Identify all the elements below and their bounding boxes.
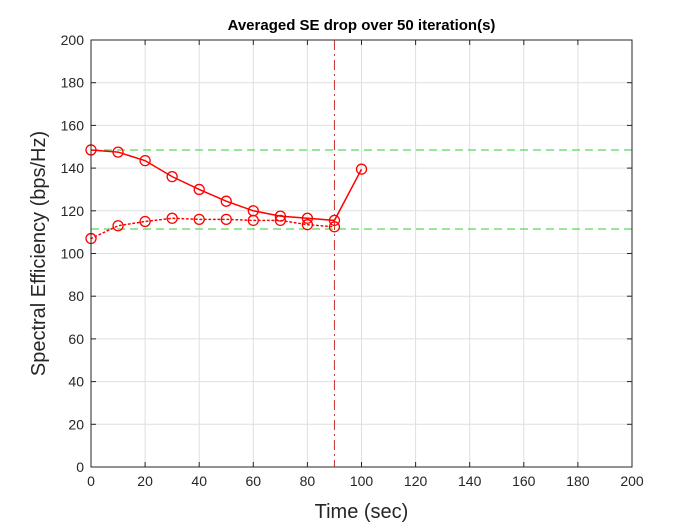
x-tick-label: 180 [566,473,590,489]
y-axis-title: Spectral Efficiency (bps/Hz) [28,131,50,376]
series-2-point [193,213,205,225]
y-tick-label: 60 [68,331,84,347]
series-2-point [247,214,259,227]
x-tick-label: 140 [458,473,482,489]
series-2-point [112,220,124,232]
series-2-point [220,213,232,225]
series-2-point [328,221,341,233]
series-2-point [301,219,314,231]
series-1-point [301,212,314,224]
series-1-point [274,210,287,222]
series-1-line [90,149,363,222]
series-2-line [90,217,336,240]
x-tick-label: 100 [350,473,374,489]
series-1-point [355,163,368,175]
y-tick-label: 40 [68,374,84,390]
series-2-point [139,215,151,228]
y-tick-label: 0 [76,459,84,475]
x-tick-label: 160 [512,473,536,489]
x-tick-label: 80 [300,473,316,489]
x-tick-label: 120 [404,473,428,489]
y-tick-label: 180 [61,75,85,91]
reference-lines [91,40,632,467]
series-1-point [112,146,124,158]
y-tick-label: 80 [68,288,84,304]
x-tick-label: 40 [191,473,207,489]
y-tick-label: 160 [61,117,85,133]
x-tick-label: 20 [137,473,153,489]
y-tick-label: 200 [61,32,85,48]
y-tick-label: 140 [61,160,85,176]
x-tick-label: 200 [620,473,644,489]
y-tick-label: 20 [68,416,84,432]
series-1-point [166,170,178,183]
ticks: 0 20 40 60 80 100 120 140 160 180 200 0 20 40 60 80 100 1… [61,32,644,489]
x-axis-title: Time (sec) [315,501,409,523]
series-2-point [166,212,178,224]
series-1-point [139,154,151,167]
series-2-point [274,214,287,227]
y-tick-label: 120 [61,203,85,219]
series-2 [85,212,341,245]
x-tick-label: 60 [246,473,262,489]
series-1-point [328,214,341,227]
x-tick-label: 0 [87,473,95,489]
series-1-point [220,195,232,207]
series-1-point [193,183,205,196]
y-tick-label: 100 [61,246,85,262]
chart-title: Averaged SE drop over 50 iteration(s) [228,17,496,34]
